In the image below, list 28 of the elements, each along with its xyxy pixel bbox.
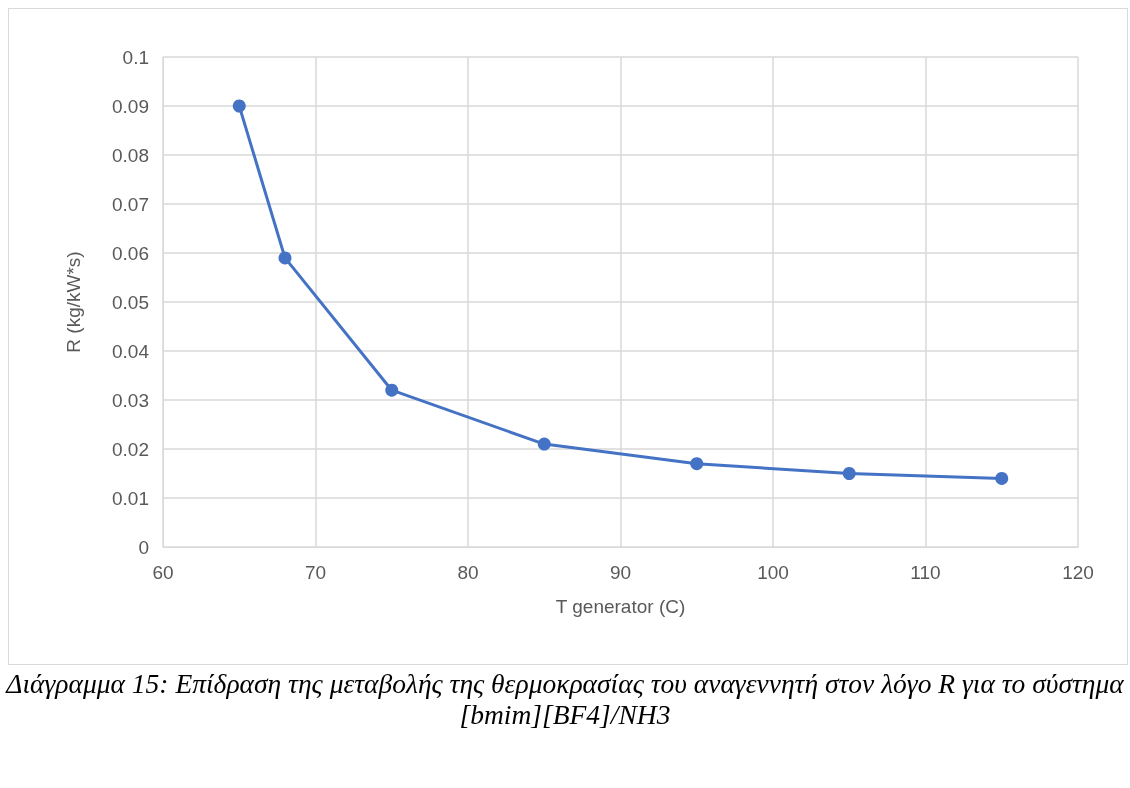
y-tick-label: 0	[138, 536, 149, 558]
point	[385, 383, 399, 397]
point	[537, 437, 551, 451]
y-tick-label: 0.07	[112, 193, 149, 215]
point	[690, 457, 704, 471]
y-tick-label: 0.03	[112, 389, 149, 411]
text: Διάγραμμα 15: Επίδραση της μεταβολής της θερμοκρασίας του αναγεννητή στον λόγο R για το σύστημα [bmim][BF4]/NH3	[4, 668, 1125, 730]
y-tick-label: 0.09	[112, 95, 149, 117]
y-tick-label: 0.01	[112, 487, 149, 509]
x-tick-label: 110	[910, 562, 941, 583]
point	[842, 467, 856, 480]
x-tick-label: 90	[609, 562, 632, 583]
y-tick-label: 0.04	[112, 340, 150, 362]
y-tick-label: 0.08	[112, 144, 149, 166]
x-tick-label: 60	[152, 562, 174, 583]
x-axis-title: T generator (C)	[555, 596, 686, 617]
point	[278, 251, 292, 265]
point	[232, 99, 246, 113]
y-tick-label: 0.1	[122, 46, 149, 68]
x-tick-label: 70	[304, 562, 327, 583]
x-tick-label: 120	[1062, 562, 1094, 583]
y-tick-label: 0.06	[112, 242, 149, 264]
x-tick-label: 100	[757, 562, 789, 583]
y-tick-label: 0.05	[112, 291, 149, 313]
y-tick-label: 0.02	[112, 438, 149, 460]
point	[995, 471, 1009, 485]
y-axis-title: R (kg/kW*s)	[63, 251, 84, 353]
x-tick-label: 80	[457, 562, 479, 583]
